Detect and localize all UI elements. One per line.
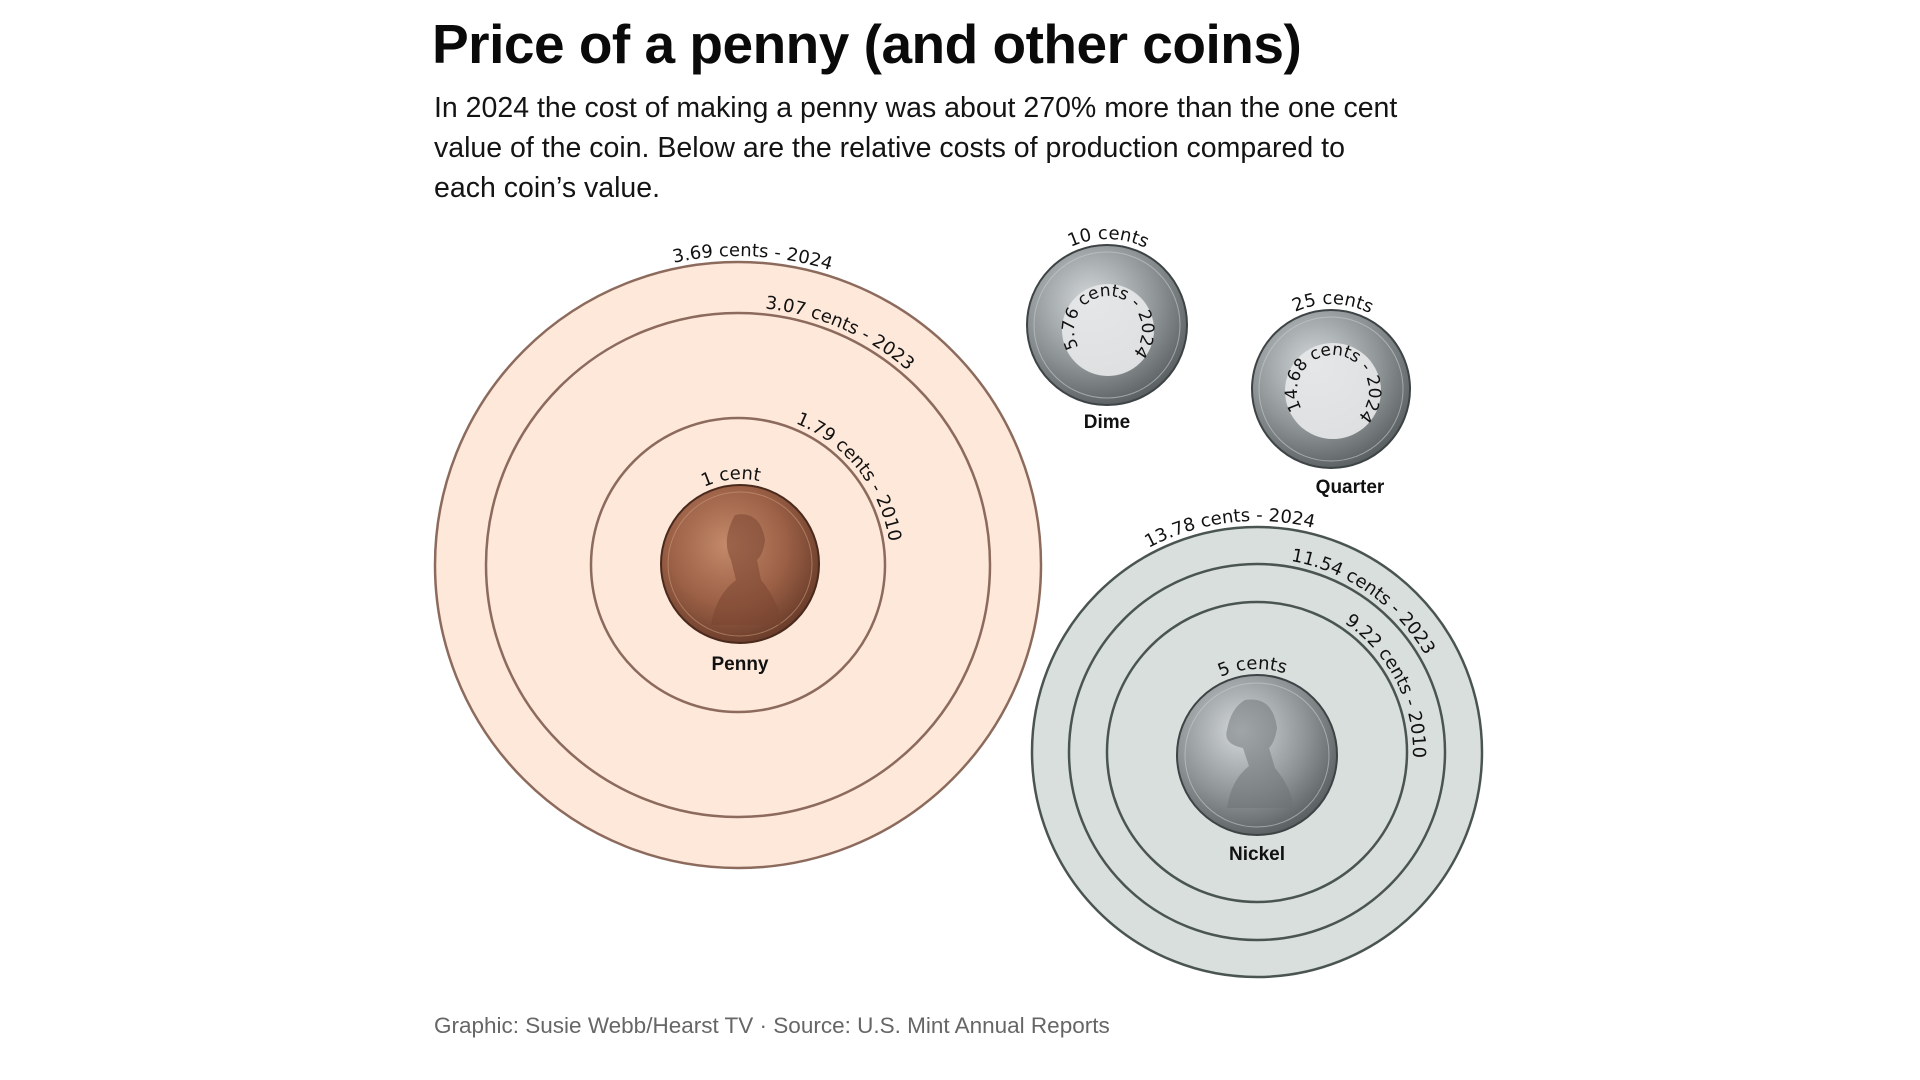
quarter-cost-disk (1285, 343, 1381, 439)
quarter-name-label: Quarter (1316, 477, 1385, 498)
subtitle-line: In 2024 the cost of making a penny was a… (434, 92, 1398, 124)
penny-coin-icon (660, 484, 820, 644)
nickel-coin-icon (1176, 674, 1338, 836)
dime-coin-icon (1026, 244, 1188, 406)
quarter-coin-icon (1251, 309, 1411, 469)
nickel-ring-2010 (1105, 600, 1409, 904)
dime-group: 10 cents 5.76 cents - 2024 Dime (1026, 223, 1188, 433)
penny-ring-2010 (589, 416, 887, 714)
subtitle-line: each coin’s value. (434, 172, 661, 204)
chart-title: Price of a penny (and other coins) (432, 13, 1302, 75)
penny-name-label: Penny (711, 654, 768, 675)
subtitle-line: value of the coin. Below are the relativ… (434, 132, 1345, 164)
nickel-name-label: Nickel (1229, 844, 1285, 865)
nickel-ring-2023 (1067, 562, 1447, 942)
chart-subtitle: In 2024 the cost of making a penny was a… (434, 88, 1514, 208)
penny-group: 3.69 cents - 2024 3.07 cents - 2023 1.79… (433, 240, 1043, 870)
source-credit: Graphic: Susie Webb/Hearst TV · Source: … (434, 1013, 1110, 1038)
quarter-group: 25 cents 14.68 cents - 2024 Quarter (1251, 288, 1411, 498)
dime-name-label: Dime (1084, 412, 1130, 433)
nickel-group: 13.78 cents - 2024 11.54 cents - 2023 9.… (1030, 505, 1484, 979)
penny-ring-2023 (484, 311, 992, 819)
dime-cost-disk (1062, 284, 1154, 376)
